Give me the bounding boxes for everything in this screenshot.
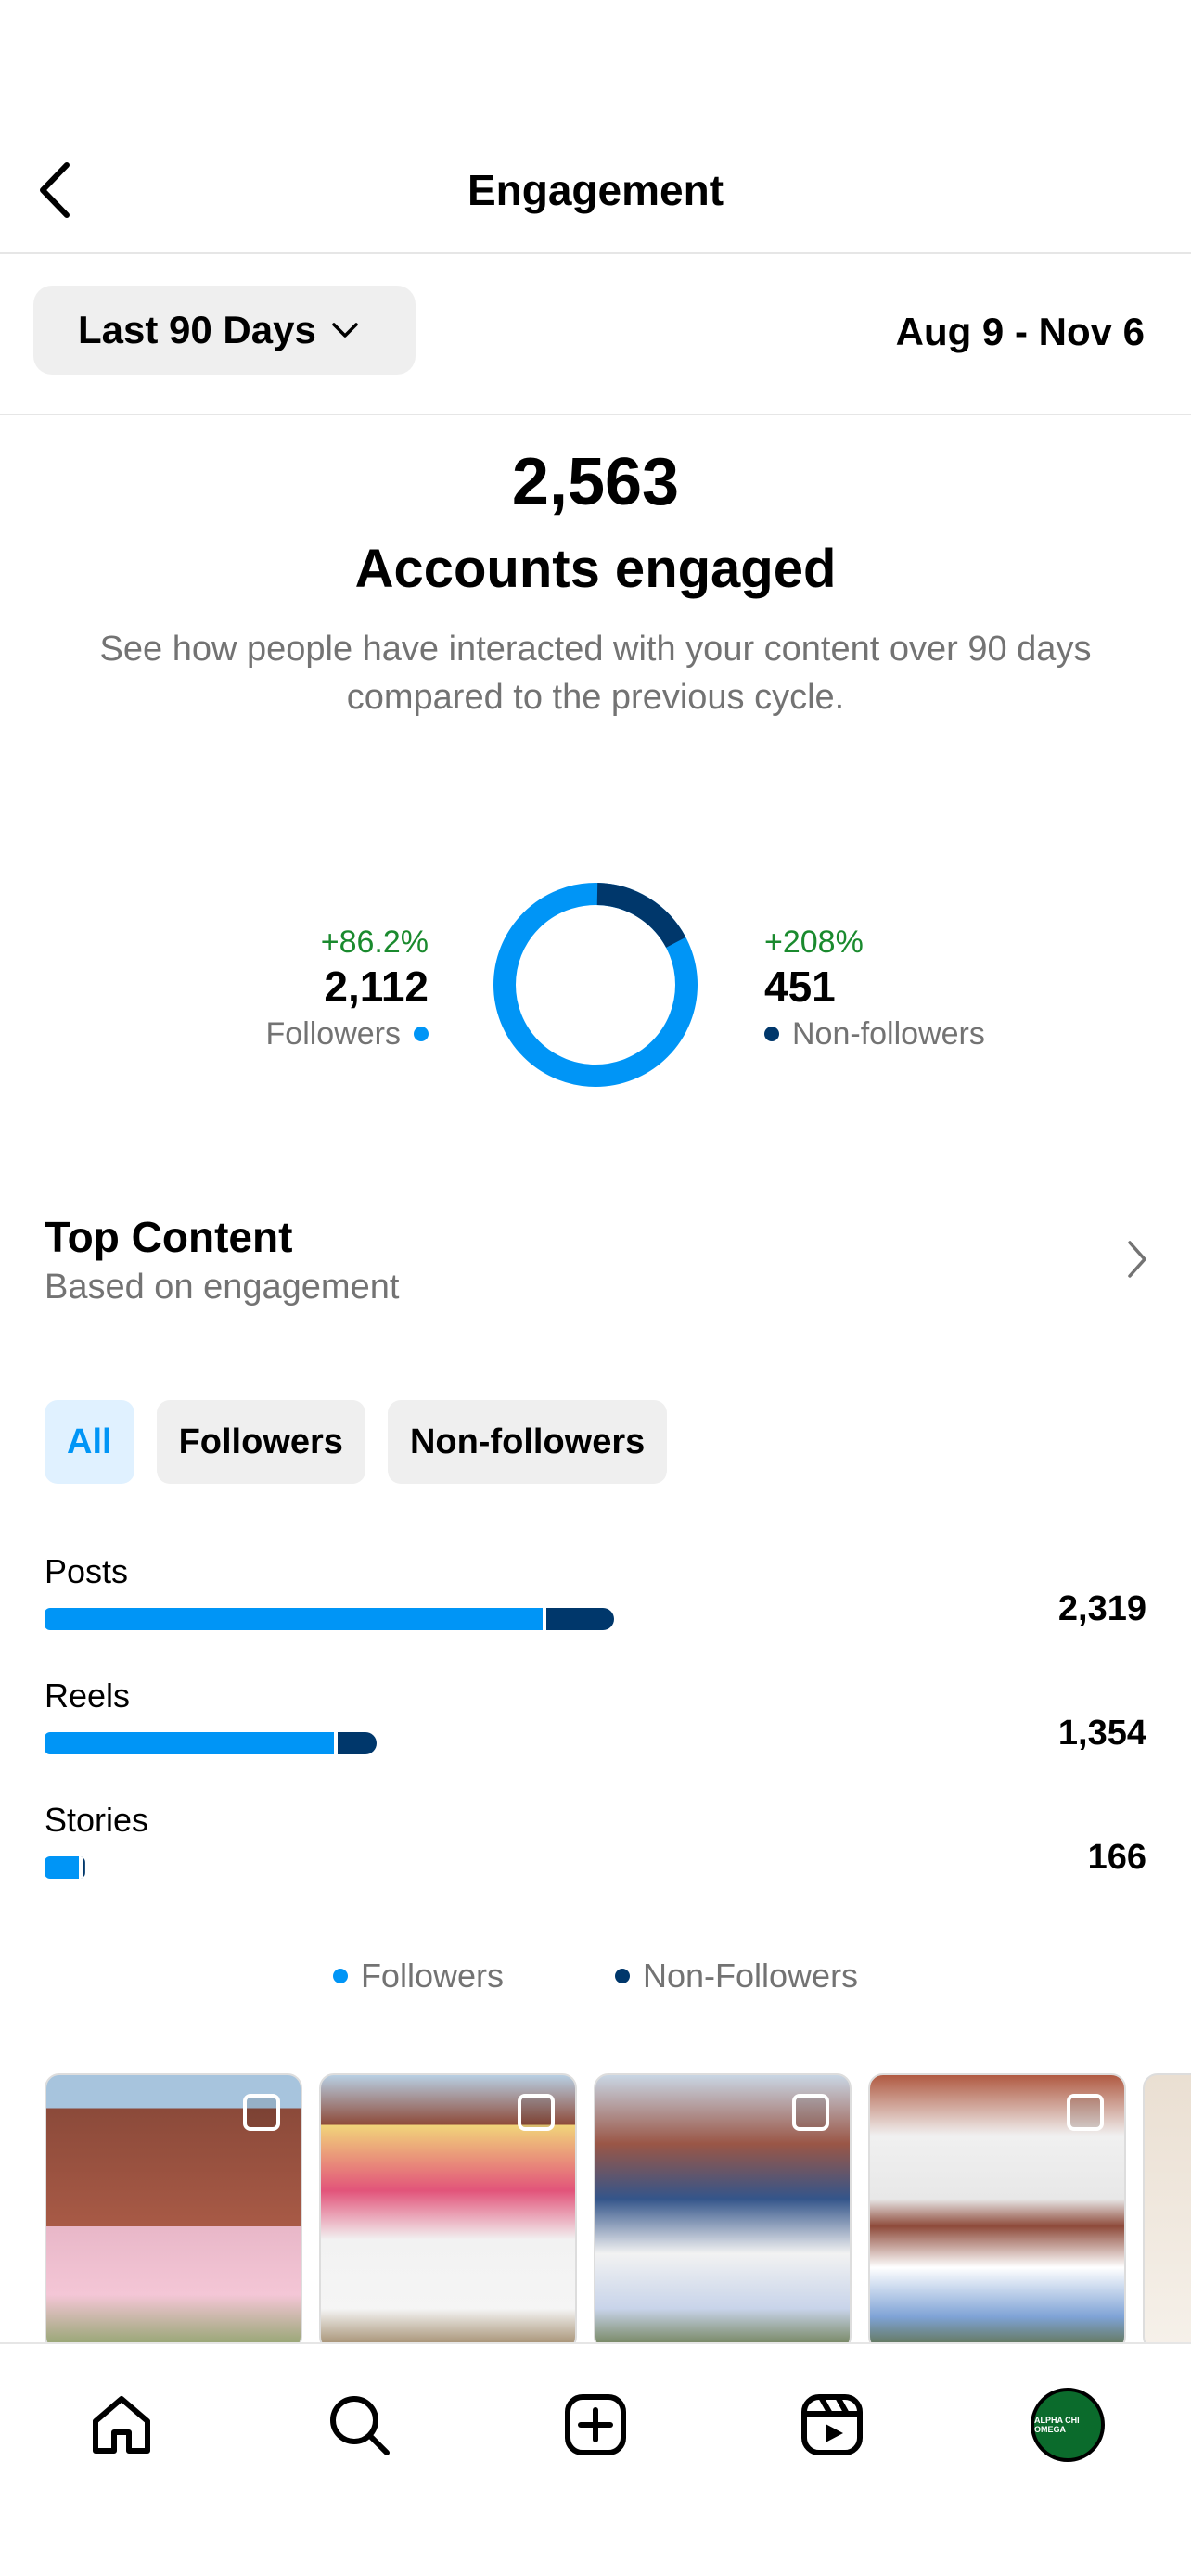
followers-dot-icon [414, 1027, 429, 1041]
bar-followers-segment [45, 1856, 80, 1879]
content-type-breakdown: Posts 2,319 Reels 1,354 Stories 166 [45, 1550, 1146, 1923]
bar-non-followers-segment [543, 1608, 614, 1630]
non-followers-label: Non-followers [792, 1016, 985, 1052]
create-icon [565, 2394, 626, 2455]
nav-create[interactable] [554, 2383, 637, 2467]
content-row-stories: Stories 166 [45, 1799, 1146, 1923]
back-button[interactable] [26, 158, 82, 223]
top-content-title: Top Content [45, 1213, 293, 1261]
content-row-reels: Reels 1,354 [45, 1675, 1146, 1799]
followers-value: 2,112 [324, 963, 429, 1011]
nav-profile[interactable]: ALPHA CHI OMEGA [1026, 2383, 1109, 2467]
chart-legend: Followers Non-Followers [0, 1957, 1191, 1996]
non-followers-value: 451 [764, 963, 836, 1011]
followers-label-row: Followers [266, 1013, 429, 1055]
bar-non-followers-segment [333, 1732, 378, 1754]
chevron-left-icon [40, 162, 70, 218]
multi-select-icon [518, 2094, 555, 2131]
content-bar [45, 1856, 85, 1879]
filter-bar: Last 90 Days Aug 9 - Nov 6 [0, 254, 1191, 415]
engagement-summary: 2,563 Accounts engaged See how people ha… [0, 436, 1191, 721]
bar-non-followers-segment [79, 1856, 85, 1879]
accounts-engaged-label: Accounts engaged [354, 539, 837, 599]
chevron-down-icon [331, 322, 359, 338]
profile-avatar: ALPHA CHI OMEGA [1031, 2388, 1105, 2462]
content-thumbnail[interactable] [868, 2073, 1126, 2342]
content-value: 2,319 [1057, 1589, 1146, 1628]
content-bar [45, 1732, 378, 1754]
non-followers-dot-icon [764, 1027, 779, 1041]
top-content-thumbnails [45, 2073, 1191, 2342]
multi-select-icon [1067, 2094, 1104, 2131]
bar-followers-segment [45, 1608, 544, 1630]
nav-home[interactable] [80, 2383, 163, 2467]
followers-breakdown: +86.2% 2,112 Followers +208% 451 Non-fol… [0, 872, 1191, 1094]
search-icon [330, 2396, 390, 2455]
tab-non-followers[interactable]: Non-followers [387, 1400, 668, 1484]
legend-non-followers-label: Non-Followers [642, 1957, 859, 1995]
date-range-dropdown-label: Last 90 Days [78, 308, 316, 351]
tab-all[interactable]: All [45, 1400, 134, 1484]
content-thumbnail[interactable] [594, 2073, 852, 2342]
content-value: 1,354 [1057, 1714, 1146, 1753]
legend-followers-label: Followers [360, 1957, 504, 1995]
header-bar: Engagement [0, 130, 1191, 254]
content-thumbnail[interactable] [45, 2073, 302, 2342]
non-followers-label-row: Non-followers [764, 1013, 985, 1055]
legend-non-followers-dot-icon [614, 1969, 630, 1983]
donut-followers-segment [493, 883, 698, 1087]
followers-label: Followers [265, 1016, 401, 1052]
avatar-text: ALPHA CHI OMEGA [1034, 2416, 1080, 2434]
content-row-posts: Posts 2,319 [45, 1550, 1146, 1675]
accounts-engaged-count: 2,563 [511, 445, 680, 519]
legend-followers: Followers [332, 1957, 504, 1996]
followers-stat: +86.2% 2,112 Followers [266, 924, 429, 1055]
content-thumbnail[interactable] [1143, 2073, 1191, 2342]
tab-followers[interactable]: Followers [156, 1400, 365, 1484]
page-title: Engagement [467, 166, 724, 214]
reels-icon [801, 2394, 863, 2455]
legend-non-followers: Non-Followers [614, 1957, 859, 1996]
content-value: 166 [1087, 1838, 1146, 1877]
content-thumbnail[interactable] [319, 2073, 577, 2342]
chevron-right-icon [1128, 1241, 1146, 1278]
top-content-subtitle: Based on engagement [45, 1268, 400, 1307]
date-range-dropdown[interactable]: Last 90 Days [33, 286, 416, 375]
non-followers-change: +208% [764, 925, 864, 960]
multi-select-icon [243, 2094, 280, 2131]
content-bar [45, 1608, 614, 1630]
top-content-link[interactable]: Top Content Based on engagement [45, 1211, 1148, 1311]
bar-followers-segment [45, 1732, 334, 1754]
engagement-donut-chart [493, 883, 698, 1087]
content-label: Stories [45, 1801, 149, 1839]
non-followers-stat: +208% 451 Non-followers [764, 924, 985, 1055]
date-range-text: Aug 9 - Nov 6 [895, 310, 1145, 353]
audience-filter-tabs: All Followers Non-followers [45, 1400, 668, 1484]
followers-change: +86.2% [320, 925, 429, 960]
multi-select-icon [792, 2094, 829, 2131]
nav-search[interactable] [317, 2383, 401, 2467]
content-label: Reels [45, 1677, 131, 1715]
legend-followers-dot-icon [332, 1969, 348, 1983]
content-label: Posts [45, 1552, 129, 1590]
summary-description: See how people have interacted with your… [99, 630, 1092, 717]
bottom-navigation: ALPHA CHI OMEGA [0, 2342, 1191, 2576]
nav-reels[interactable] [790, 2383, 874, 2467]
home-icon [93, 2396, 150, 2454]
